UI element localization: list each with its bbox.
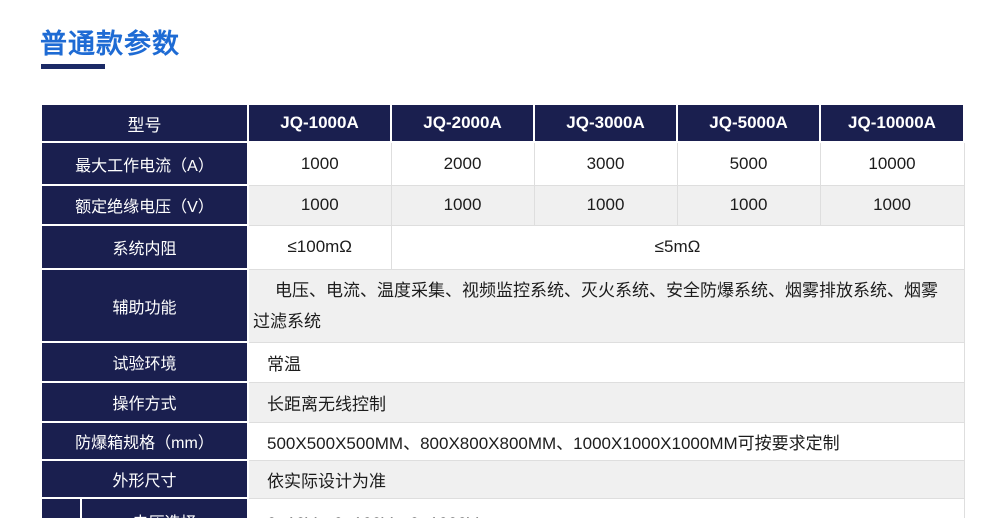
data-cell: 1000 <box>247 184 392 226</box>
page-title: 普通款参数 <box>40 29 180 59</box>
category-cell <box>40 497 82 518</box>
row-label: 外形尺寸 <box>40 459 249 499</box>
row-auxiliary-functions: 辅助功能 电压、电流、温度采集、视频监控系统、灭火系统、安全防爆系统、烟雾排放系… <box>40 268 965 343</box>
data-cell: 1000 <box>676 184 821 226</box>
header-model-jq2000a: JQ-2000A <box>390 103 535 143</box>
data-cell-merged: 0~10V、0~100V、0~1000V <box>247 497 965 518</box>
data-cell: 1000 <box>533 184 678 226</box>
header-model-jq10000a: JQ-10000A <box>819 103 965 143</box>
row-label: 操作方式 <box>40 381 249 423</box>
row-voltage-selection-partial: 电压选择 0~10V、0~100V、0~1000V <box>40 497 965 518</box>
row-label: 系统内阻 <box>40 224 249 270</box>
data-cell-merged: 电压、电流、温度采集、视频监控系统、灭火系统、安全防爆系统、烟雾排放系统、烟雾过… <box>247 268 965 343</box>
row-max-working-current: 最大工作电流（A） 1000 2000 3000 5000 10000 <box>40 141 965 186</box>
row-explosion-proof-box-size: 防爆箱规格（mm） 500X500X500MM、800X800X800MM、10… <box>40 421 965 461</box>
row-label: 试验环境 <box>40 341 249 383</box>
data-cell: ≤100mΩ <box>247 224 392 270</box>
row-label: 辅助功能 <box>40 268 249 343</box>
table-header-row: 型号 JQ-1000A JQ-2000A JQ-3000A JQ-5000A J… <box>40 103 965 143</box>
row-operation-mode: 操作方式 长距离无线控制 <box>40 381 965 423</box>
header-model-jq3000a: JQ-3000A <box>533 103 678 143</box>
header-model-label: 型号 <box>40 103 249 143</box>
row-system-internal-resistance: 系统内阻 ≤100mΩ ≤5mΩ <box>40 224 965 270</box>
data-cell: 5000 <box>676 141 821 186</box>
data-cell: 1000 <box>819 184 965 226</box>
title-underline <box>41 64 105 69</box>
data-cell-merged: 长距离无线控制 <box>247 381 965 423</box>
data-cell-merged: 依实际设计为准 <box>247 459 965 499</box>
data-cell-merged: 500X500X500MM、800X800X800MM、1000X1000X10… <box>247 421 965 461</box>
data-cell: 10000 <box>819 141 965 186</box>
row-label: 最大工作电流（A） <box>40 141 249 186</box>
row-external-dimensions: 外形尺寸 依实际设计为准 <box>40 459 965 499</box>
header-model-jq5000a: JQ-5000A <box>676 103 821 143</box>
row-label: 电压选择 <box>80 497 249 518</box>
data-cell-merged: ≤5mΩ <box>390 224 965 270</box>
data-cell: 1000 <box>390 184 535 226</box>
spec-table: 型号 JQ-1000A JQ-2000A JQ-3000A JQ-5000A J… <box>40 103 965 518</box>
data-cell: 1000 <box>247 141 392 186</box>
header-model-jq1000a: JQ-1000A <box>247 103 392 143</box>
row-label: 防爆箱规格（mm） <box>40 421 249 461</box>
data-cell: 2000 <box>390 141 535 186</box>
data-cell-merged: 常温 <box>247 341 965 383</box>
data-cell: 3000 <box>533 141 678 186</box>
row-test-environment: 试验环境 常温 <box>40 341 965 383</box>
row-rated-insulation-voltage: 额定绝缘电压（V） 1000 1000 1000 1000 1000 <box>40 184 965 226</box>
row-label: 额定绝缘电压（V） <box>40 184 249 226</box>
